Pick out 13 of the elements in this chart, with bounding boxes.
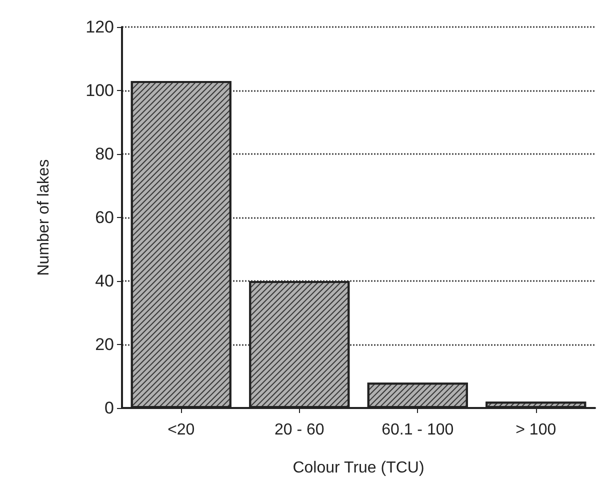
- y-tick-label: 80: [95, 144, 114, 164]
- x-tick-label: <20: [168, 422, 195, 438]
- y-tick-label: 20: [95, 335, 114, 354]
- y-tick-label: 60: [95, 208, 114, 227]
- x-tick-label: > 100: [516, 422, 556, 438]
- x-tick-label: 60.1 - 100: [382, 422, 454, 438]
- x-axis-title: Colour True (TCU): [292, 460, 424, 476]
- y-tick-label: 120: [86, 18, 114, 36]
- y-tick-label: 0: [104, 398, 114, 418]
- x-tick-label: 20 - 60: [274, 422, 324, 438]
- y-axis-title: Number of lakes: [36, 159, 52, 276]
- y-tick-label: 100: [86, 81, 114, 100]
- y-tick-label: 40: [95, 272, 114, 290]
